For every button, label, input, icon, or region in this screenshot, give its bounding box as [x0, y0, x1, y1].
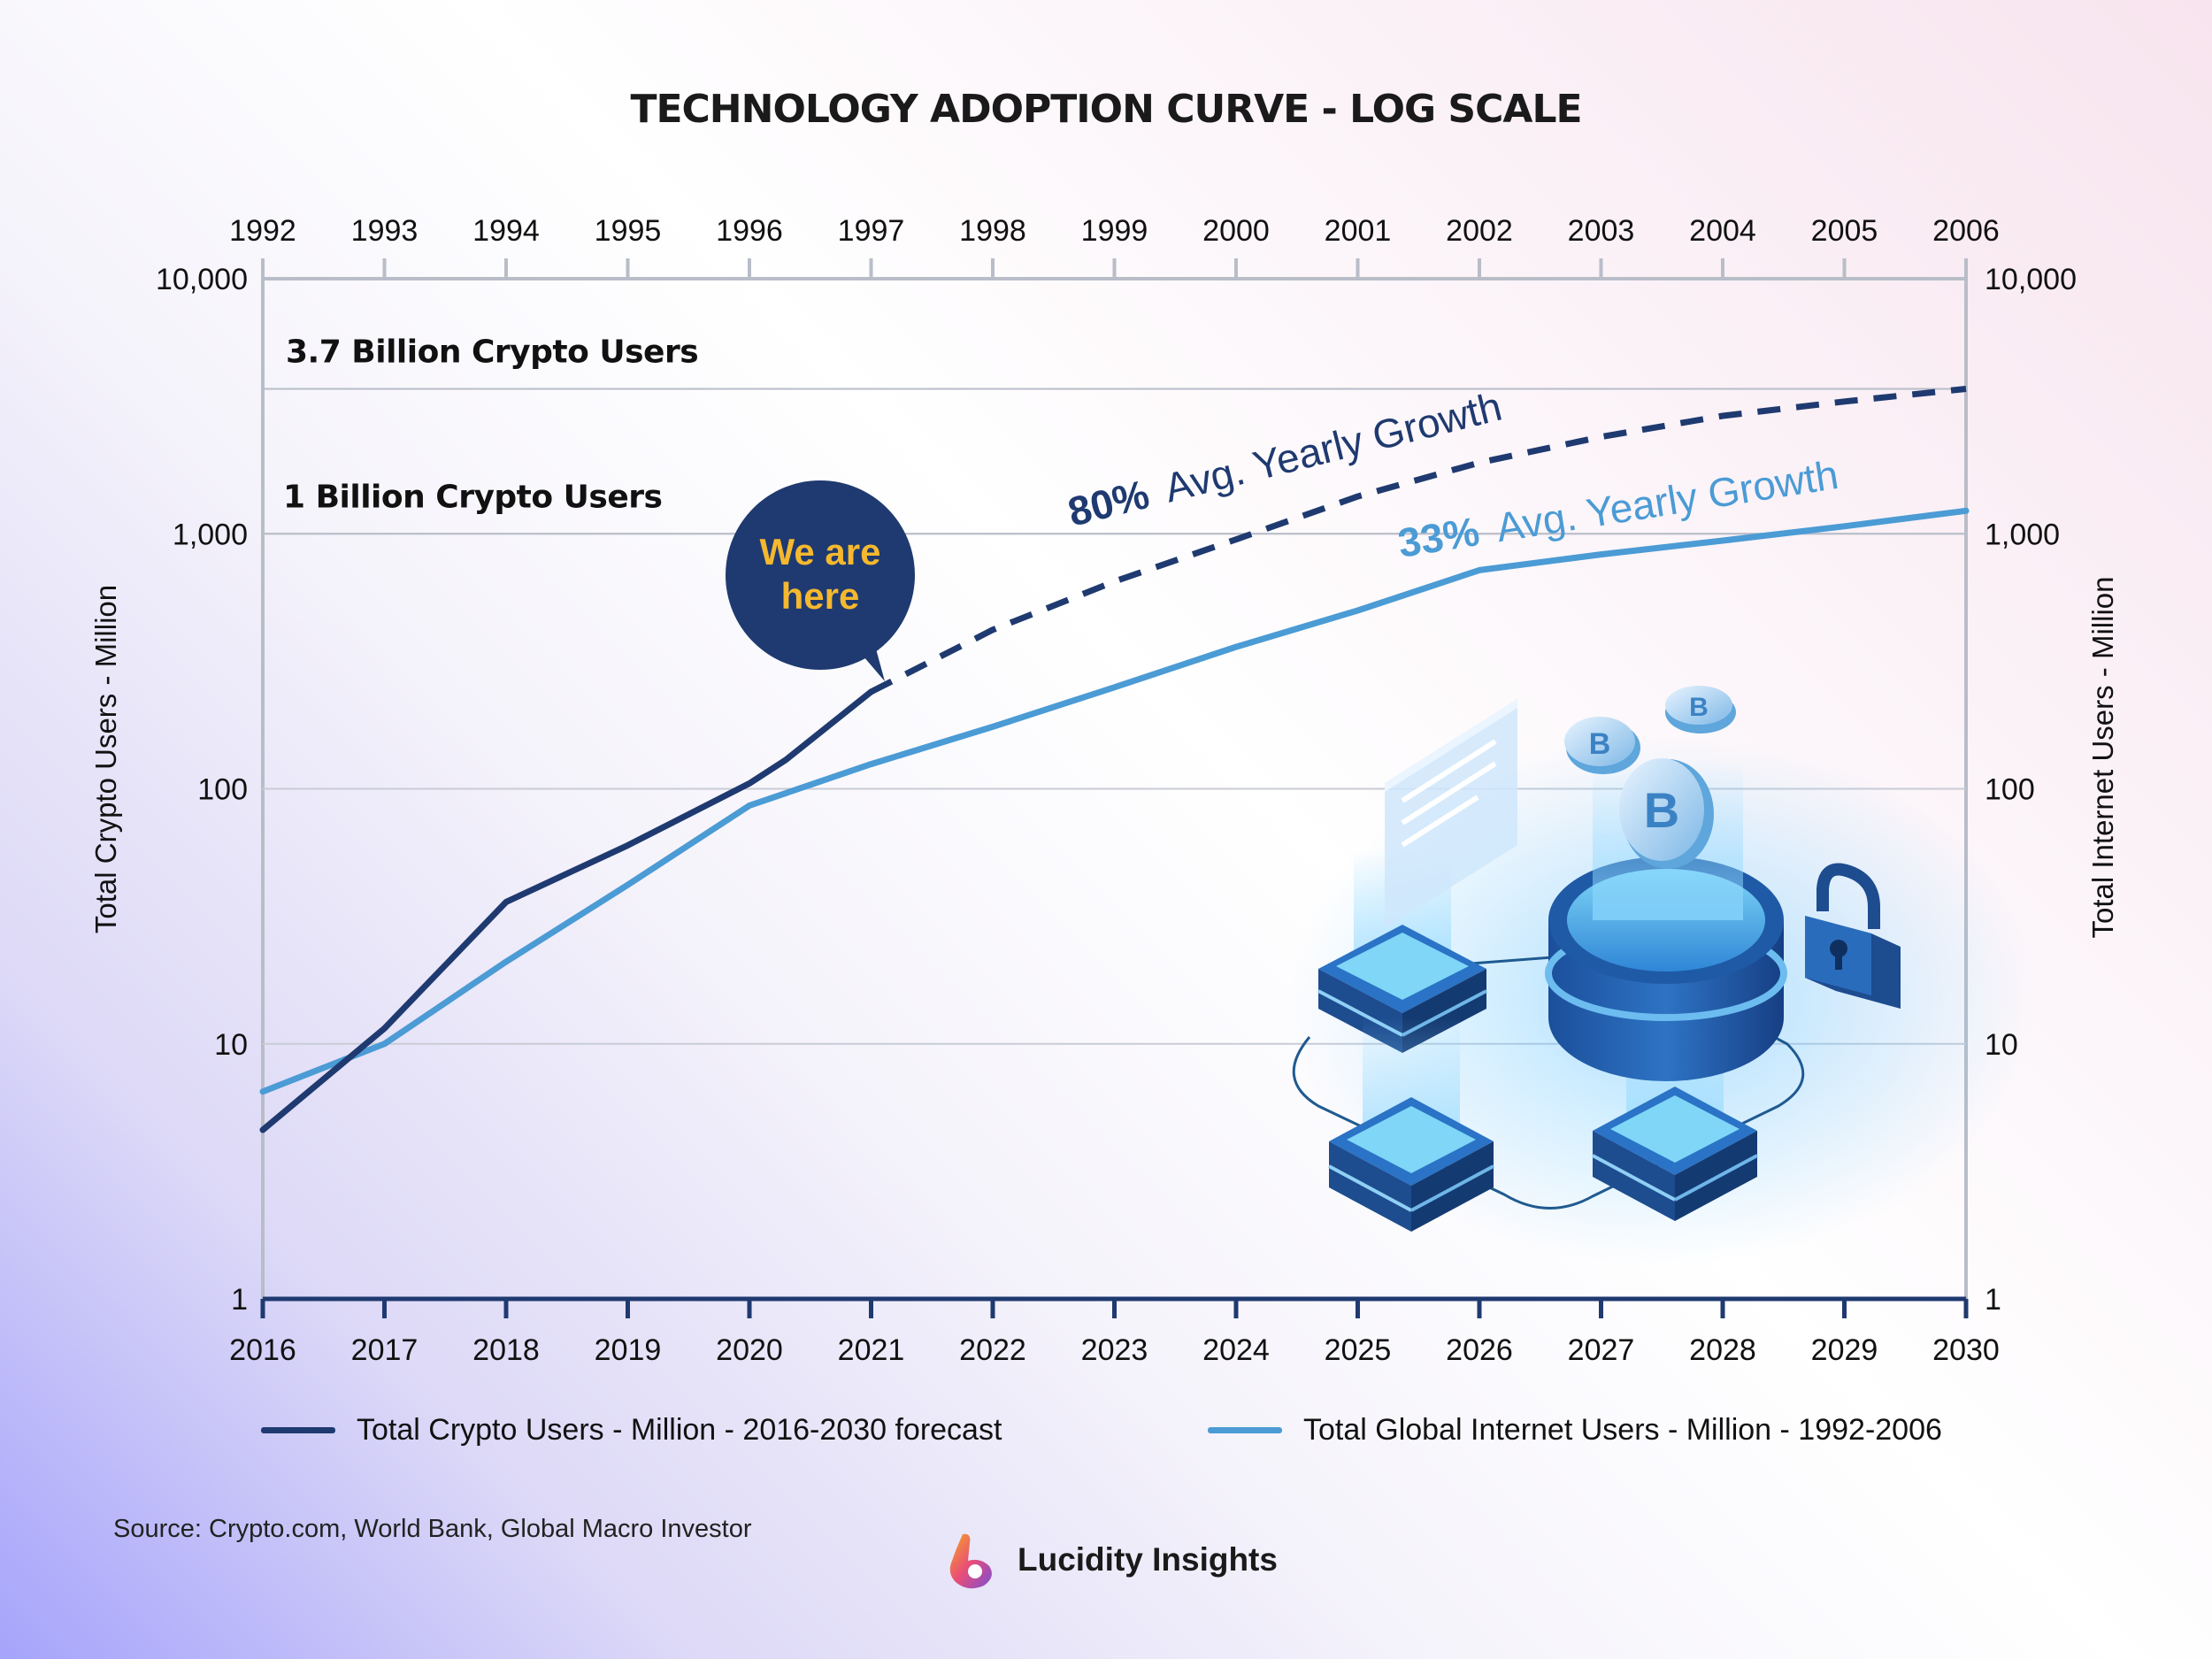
x-top-tick-label: 2002	[1446, 214, 1513, 248]
bubble-text-line1: We are	[760, 531, 881, 572]
x-bottom-tick-label: 2024	[1202, 1333, 1270, 1367]
x-bottom-tick-label: 2027	[1568, 1333, 1635, 1367]
x-bottom-tick-label: 2022	[959, 1333, 1026, 1367]
internet-users-line	[259, 507, 1970, 1095]
brand-name: Lucidity Insights	[1018, 1541, 1278, 1578]
legend-swatch-internet	[1208, 1427, 1282, 1433]
svg-text:80% Avg. Yearly Growth: 80% Avg. Yearly Growth	[1064, 383, 1506, 535]
x-top-tick-label: 1997	[838, 214, 905, 248]
x-axis-bottom: 2016 2017 2018 2019 2020 2021 2022 2023 2024 2025…	[229, 1333, 2000, 1367]
legend-label-crypto: Total Crypto Users - Million - 2016-2030…	[357, 1413, 1002, 1447]
lock-icon	[1805, 863, 1901, 1009]
bubble-pointer	[858, 633, 885, 681]
x-bottom-tick-label: 2026	[1446, 1333, 1513, 1367]
svg-text:B: B	[1589, 727, 1611, 761]
x-bottom-tick-label: 2030	[1932, 1333, 2000, 1367]
reference-lines: 3.7 Billion Crypto Users 1 Billion Crypto…	[263, 334, 1966, 535]
crypto-growth-annotation: 80% Avg. Yearly Growth	[1064, 383, 1506, 535]
source-note: Source: Crypto.com, World Bank, Global M…	[113, 1515, 752, 1543]
bubble-text-line2: here	[781, 575, 860, 617]
x-bottom-tick-label: 2023	[1081, 1333, 1148, 1367]
x-top-tick-label: 1992	[229, 214, 296, 248]
x-top-tick-label: 1998	[959, 214, 1026, 248]
y-right-tick-label: 10	[1985, 1028, 2018, 1062]
bitcoin-coin-icon: B	[1665, 686, 1736, 733]
x-bottom-tick-label: 2020	[716, 1333, 783, 1367]
x-top-tick-label: 2005	[1811, 214, 1878, 248]
svg-text:B: B	[1644, 782, 1679, 838]
x-bottom-tick-label: 2029	[1811, 1333, 1878, 1367]
x-ticks	[260, 258, 1969, 1318]
y-left-tick-label: 10	[214, 1028, 248, 1062]
bubble-circle	[726, 480, 915, 670]
x-top-tick-label: 1995	[595, 214, 662, 248]
y-right-tick-label: 1,000	[1985, 518, 2060, 551]
x-top-tick-label: 2001	[1325, 214, 1392, 248]
brand: Lucidity Insights	[945, 1531, 1278, 1589]
y-right-tick-label: 100	[1985, 773, 2035, 807]
x-top-tick-label: 2000	[1202, 214, 1270, 248]
y-left-tick-label: 1,000	[173, 518, 248, 551]
reference-label: 1 Billion Crypto Users	[283, 479, 662, 515]
y-axis-left: 1 10 100 1,000 10,000	[156, 263, 248, 1317]
server-block-icon	[1328, 1018, 1494, 1232]
y-right-tick-label: 1	[1985, 1283, 2001, 1317]
y-left-tick-label: 10,000	[156, 263, 248, 296]
y-right-tick-label: 10,000	[1985, 263, 2077, 296]
y-left-tick-label: 100	[197, 773, 248, 807]
x-top-tick-label: 1999	[1081, 214, 1148, 248]
document-icon	[1385, 699, 1517, 929]
x-axis-top: 1992 1993 1994 1995 1996 1997 1998 1999 2000 2001…	[229, 214, 2000, 248]
legend-swatch-crypto	[261, 1427, 335, 1433]
y-left-tick-label: 1	[231, 1283, 248, 1317]
bitcoin-coin-icon: B	[1619, 758, 1714, 869]
crypto-forecast-line	[869, 386, 1967, 695]
reference-label: 3.7 Billion Crypto Users	[286, 334, 698, 370]
crypto-growth-pct: 80%	[1064, 471, 1154, 535]
y-axis-left-label: Total Crypto Users - Million	[89, 585, 122, 933]
x-bottom-tick-label: 2019	[595, 1333, 662, 1367]
internet-growth-pct: 33%	[1394, 508, 1482, 566]
x-bottom-tick-label: 2025	[1325, 1333, 1392, 1367]
y-axis-right-label: Total Internet Users - Million	[2086, 577, 2119, 939]
x-top-tick-label: 2006	[1932, 214, 2000, 248]
x-bottom-tick-label: 2021	[838, 1333, 905, 1367]
lucidity-logo-icon	[949, 1533, 992, 1589]
crypto-actual-line	[259, 688, 874, 1133]
x-top-tick-label: 1996	[716, 214, 783, 248]
bitcoin-coin-icon: B	[1564, 717, 1640, 774]
chart-title: TECHNOLOGY ADOPTION CURVE - LOG SCALE	[630, 87, 1582, 132]
x-bottom-tick-label: 2016	[229, 1333, 296, 1367]
series-layer	[259, 386, 1970, 1133]
crypto-growth-text: Avg. Yearly Growth	[1160, 383, 1506, 511]
x-top-tick-label: 1993	[351, 214, 419, 248]
legend-label-internet: Total Global Internet Users - Million - …	[1303, 1413, 1942, 1447]
y-axis-right: 1 10 100 1,000 10,000	[1985, 263, 2077, 1317]
x-bottom-tick-label: 2017	[351, 1333, 419, 1367]
blockchain-illustration: B B B	[1292, 686, 2035, 1265]
legend-item-internet: Total Global Internet Users - Million - …	[1208, 1413, 1942, 1448]
x-top-tick-label: 2004	[1689, 214, 1756, 248]
we-are-here-bubble: We are here	[726, 480, 915, 681]
x-bottom-tick-label: 2028	[1689, 1333, 1756, 1367]
x-bottom-tick-label: 2018	[472, 1333, 540, 1367]
legend-item-crypto: Total Crypto Users - Million - 2016-2030…	[261, 1413, 1002, 1448]
x-top-tick-label: 2003	[1568, 214, 1635, 248]
x-top-tick-label: 1994	[472, 214, 540, 248]
svg-text:B: B	[1689, 693, 1709, 722]
